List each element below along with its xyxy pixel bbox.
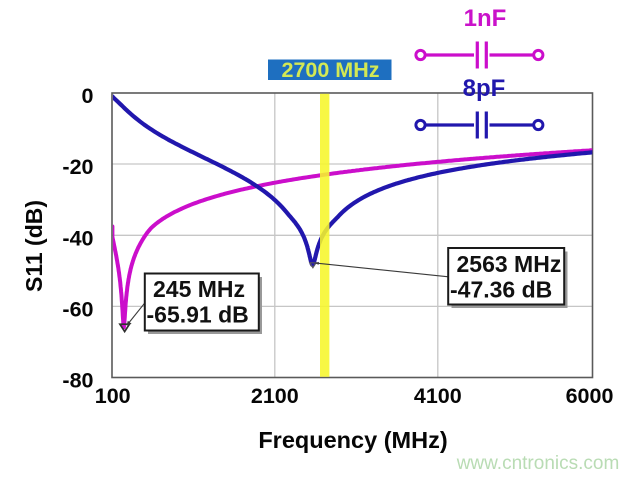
svg-text:4100: 4100: [414, 384, 462, 408]
svg-text:-40: -40: [62, 226, 93, 250]
svg-text:-47.36 dB: -47.36 dB: [450, 277, 552, 303]
svg-text:S11 (dB): S11 (dB): [21, 200, 47, 292]
svg-text:-20: -20: [62, 155, 93, 179]
svg-text:100: 100: [95, 384, 131, 408]
svg-text:Frequency (MHz): Frequency (MHz): [258, 427, 447, 453]
svg-text:-60: -60: [62, 297, 93, 321]
svg-text:2100: 2100: [251, 384, 299, 408]
svg-text:2563 MHz: 2563 MHz: [457, 251, 562, 277]
svg-text:6000: 6000: [566, 384, 614, 408]
svg-text:2700 MHz: 2700 MHz: [282, 58, 380, 82]
svg-text:-65.91 dB: -65.91 dB: [147, 302, 249, 328]
svg-text:1nF: 1nF: [464, 5, 507, 32]
svg-text:www.cntronics.com: www.cntronics.com: [456, 453, 620, 474]
svg-text:-80: -80: [62, 369, 93, 393]
svg-text:245 MHz: 245 MHz: [153, 276, 245, 302]
svg-text:0: 0: [82, 84, 94, 108]
svg-text:8pF: 8pF: [463, 75, 506, 102]
